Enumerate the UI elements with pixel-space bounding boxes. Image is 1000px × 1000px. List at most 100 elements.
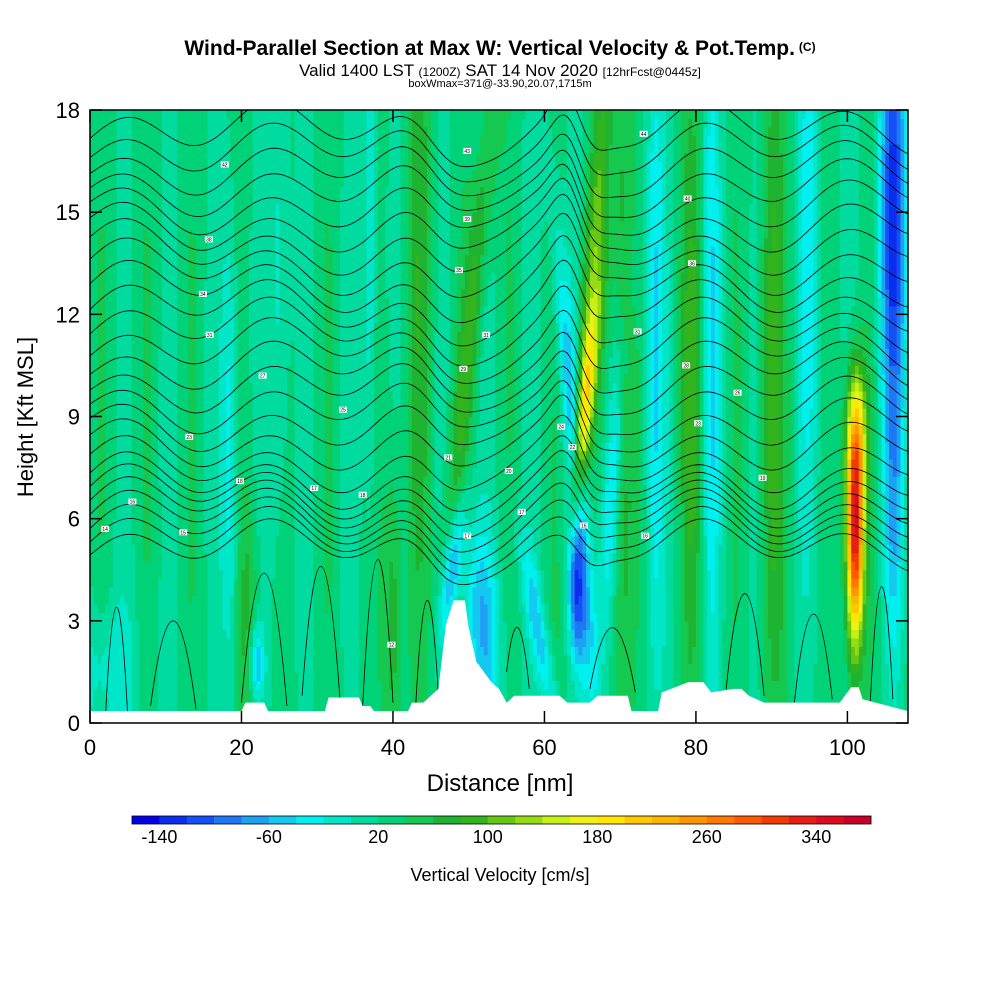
velocity-cell: [764, 433, 769, 443]
velocity-cell: [790, 382, 795, 392]
velocity-cell: [748, 620, 758, 630]
velocity-cell: [233, 535, 239, 545]
velocity-cell: [820, 339, 852, 349]
velocity-cell: [434, 629, 440, 639]
velocity-cell: [794, 425, 799, 435]
velocity-cell: [457, 356, 462, 367]
velocity-cell: [90, 518, 99, 528]
velocity-cell: [514, 425, 523, 435]
velocity-cell: [646, 416, 652, 426]
velocity-cell: [673, 297, 678, 307]
velocity-cell: [294, 654, 315, 664]
velocity-cell: [589, 501, 595, 511]
velocity-cell: [676, 476, 682, 486]
velocity-cell: [889, 493, 898, 503]
velocity-cell: [714, 365, 720, 375]
velocity-cell: [233, 297, 239, 307]
velocity-cell: [783, 442, 792, 452]
velocity-cell: [866, 390, 871, 401]
velocity-cell: [453, 416, 458, 426]
velocity-cell: [453, 586, 458, 596]
velocity-cell: [904, 586, 908, 596]
velocity-cell: [453, 322, 462, 332]
velocity-cell: [779, 484, 784, 494]
velocity-cell: [847, 637, 852, 647]
velocity-cell: [461, 331, 474, 341]
velocity-cell: [97, 305, 106, 315]
velocity-cell: [597, 493, 602, 503]
velocity-cell: [567, 654, 572, 664]
velocity-cell: [714, 399, 720, 409]
velocity-cell: [737, 586, 750, 596]
velocity-cell: [483, 561, 493, 571]
velocity-cell: [695, 373, 701, 384]
velocity-cell: [408, 399, 413, 409]
velocity-cell: [851, 467, 856, 477]
velocity-cell: [415, 535, 424, 545]
velocity-cell: [798, 484, 814, 494]
velocity-cell: [313, 484, 326, 494]
velocity-cell: [801, 399, 814, 409]
velocity-cell: [207, 595, 224, 605]
velocity-cell: [756, 629, 765, 639]
velocity-cell: [563, 518, 572, 528]
velocity-cell: [620, 450, 625, 460]
velocity-cell: [684, 297, 697, 307]
velocity-cell: [252, 416, 288, 426]
velocity-cell: [453, 442, 458, 452]
velocity-cell: [544, 637, 549, 647]
velocity-cell: [756, 484, 761, 494]
velocity-cell: [559, 416, 564, 426]
velocity-cell: [873, 459, 879, 469]
velocity-cell: [589, 442, 595, 452]
velocity-cell: [427, 356, 432, 367]
velocity-cell: [707, 365, 712, 375]
velocity-cell: [574, 535, 580, 545]
velocity-cell: [900, 348, 905, 358]
velocity-cell: [555, 680, 561, 690]
velocity-cell: [767, 527, 773, 537]
velocity-cell: [139, 620, 159, 630]
velocity-cell: [188, 578, 197, 588]
velocity-cell: [218, 544, 235, 554]
velocity-cell: [703, 510, 708, 520]
velocity-cell: [256, 671, 262, 682]
velocity-cell: [726, 425, 735, 435]
velocity-cell: [786, 552, 795, 562]
velocity-cell: [760, 348, 765, 358]
velocity-cell: [97, 288, 106, 298]
velocity-cell: [230, 620, 235, 630]
velocity-cell: [684, 425, 697, 435]
velocity-cell: [877, 467, 883, 477]
velocity-cell: [131, 501, 144, 511]
velocity-cell: [252, 407, 288, 418]
velocity-cell: [233, 654, 239, 664]
velocity-cell: [733, 433, 742, 443]
velocity-cell: [374, 373, 390, 384]
velocity-cell: [639, 442, 644, 452]
velocity-cell: [586, 356, 595, 367]
velocity-cell: [483, 314, 496, 324]
velocity-cell: [241, 518, 254, 528]
velocity-cell: [313, 339, 326, 349]
velocity-cell: [290, 348, 296, 358]
velocity-cell: [90, 314, 99, 324]
velocity-cell: [862, 578, 867, 588]
velocity-cell: [161, 501, 178, 511]
velocity-cell: [427, 450, 432, 460]
velocity-cell: [105, 407, 118, 418]
velocity-cell: [673, 450, 678, 460]
velocity-cell: [177, 348, 190, 358]
velocity-cell: [578, 390, 583, 401]
velocity-cell: [427, 646, 436, 656]
velocity-cell: [139, 663, 159, 673]
velocity-cell: [313, 544, 326, 554]
velocity-cell: [843, 407, 849, 418]
velocity-cell: [540, 373, 561, 384]
velocity-cell: [563, 416, 568, 426]
velocity-cell: [741, 365, 750, 375]
velocity-cell: [631, 705, 648, 716]
velocity-cell: [476, 459, 496, 469]
velocity-cell: [514, 527, 523, 537]
velocity-cell: [472, 518, 493, 528]
